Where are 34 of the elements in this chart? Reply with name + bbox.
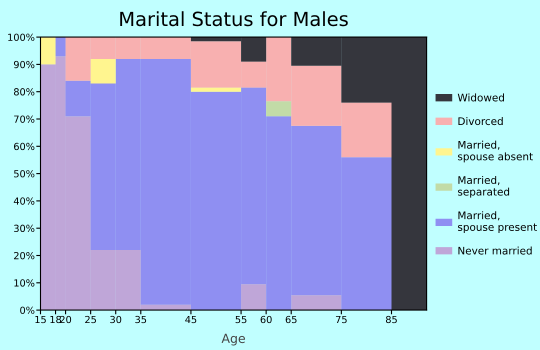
x-tick-label: 20 — [60, 316, 72, 324]
y-tick-label: 100% — [8, 34, 34, 41]
bar — [266, 101, 292, 116]
y-tick-label: 40% — [14, 197, 34, 205]
chart-title: Marital Status for Males — [120, 11, 348, 26]
x-tick-label: 30 — [110, 316, 122, 324]
x-tick-label: 65 — [286, 316, 297, 324]
y-tick-label: 20% — [14, 252, 34, 260]
x-tick-label: 15 — [35, 316, 46, 324]
y-tick-label: 50% — [14, 170, 34, 178]
x-tick-label: 35 — [135, 316, 146, 324]
x-tick-label: 55 — [236, 316, 246, 324]
x-tick-label: 45 — [185, 316, 196, 324]
legend-label: Married, separated — [458, 176, 510, 198]
legend-label: Divorced — [458, 117, 503, 126]
bar — [241, 284, 266, 310]
x-tick-label: 18 — [50, 316, 62, 324]
bar — [90, 58, 116, 84]
y-tick-label: 10% — [14, 279, 34, 287]
y-tick-label: 0% — [20, 306, 34, 314]
y-tick-label: 60% — [14, 142, 34, 150]
y-tick-label: 90% — [14, 60, 34, 68]
y-tick-label: 30% — [14, 224, 34, 232]
legend-label: Married, spouse present — [458, 211, 537, 233]
y-tick-label: 80% — [14, 88, 34, 96]
x-tick-label: 85 — [386, 316, 397, 324]
legend-label: Widowed — [458, 93, 504, 102]
x-tick-label: 25 — [85, 316, 96, 324]
x-tick-label: 75 — [336, 316, 347, 324]
legend-label: Never married — [458, 246, 532, 255]
x-tick-label: 60 — [260, 316, 272, 324]
legend-label: Married, spouse absent — [458, 140, 533, 162]
y-tick-label: 70% — [14, 115, 34, 123]
x-axis-title: Age — [222, 334, 245, 346]
